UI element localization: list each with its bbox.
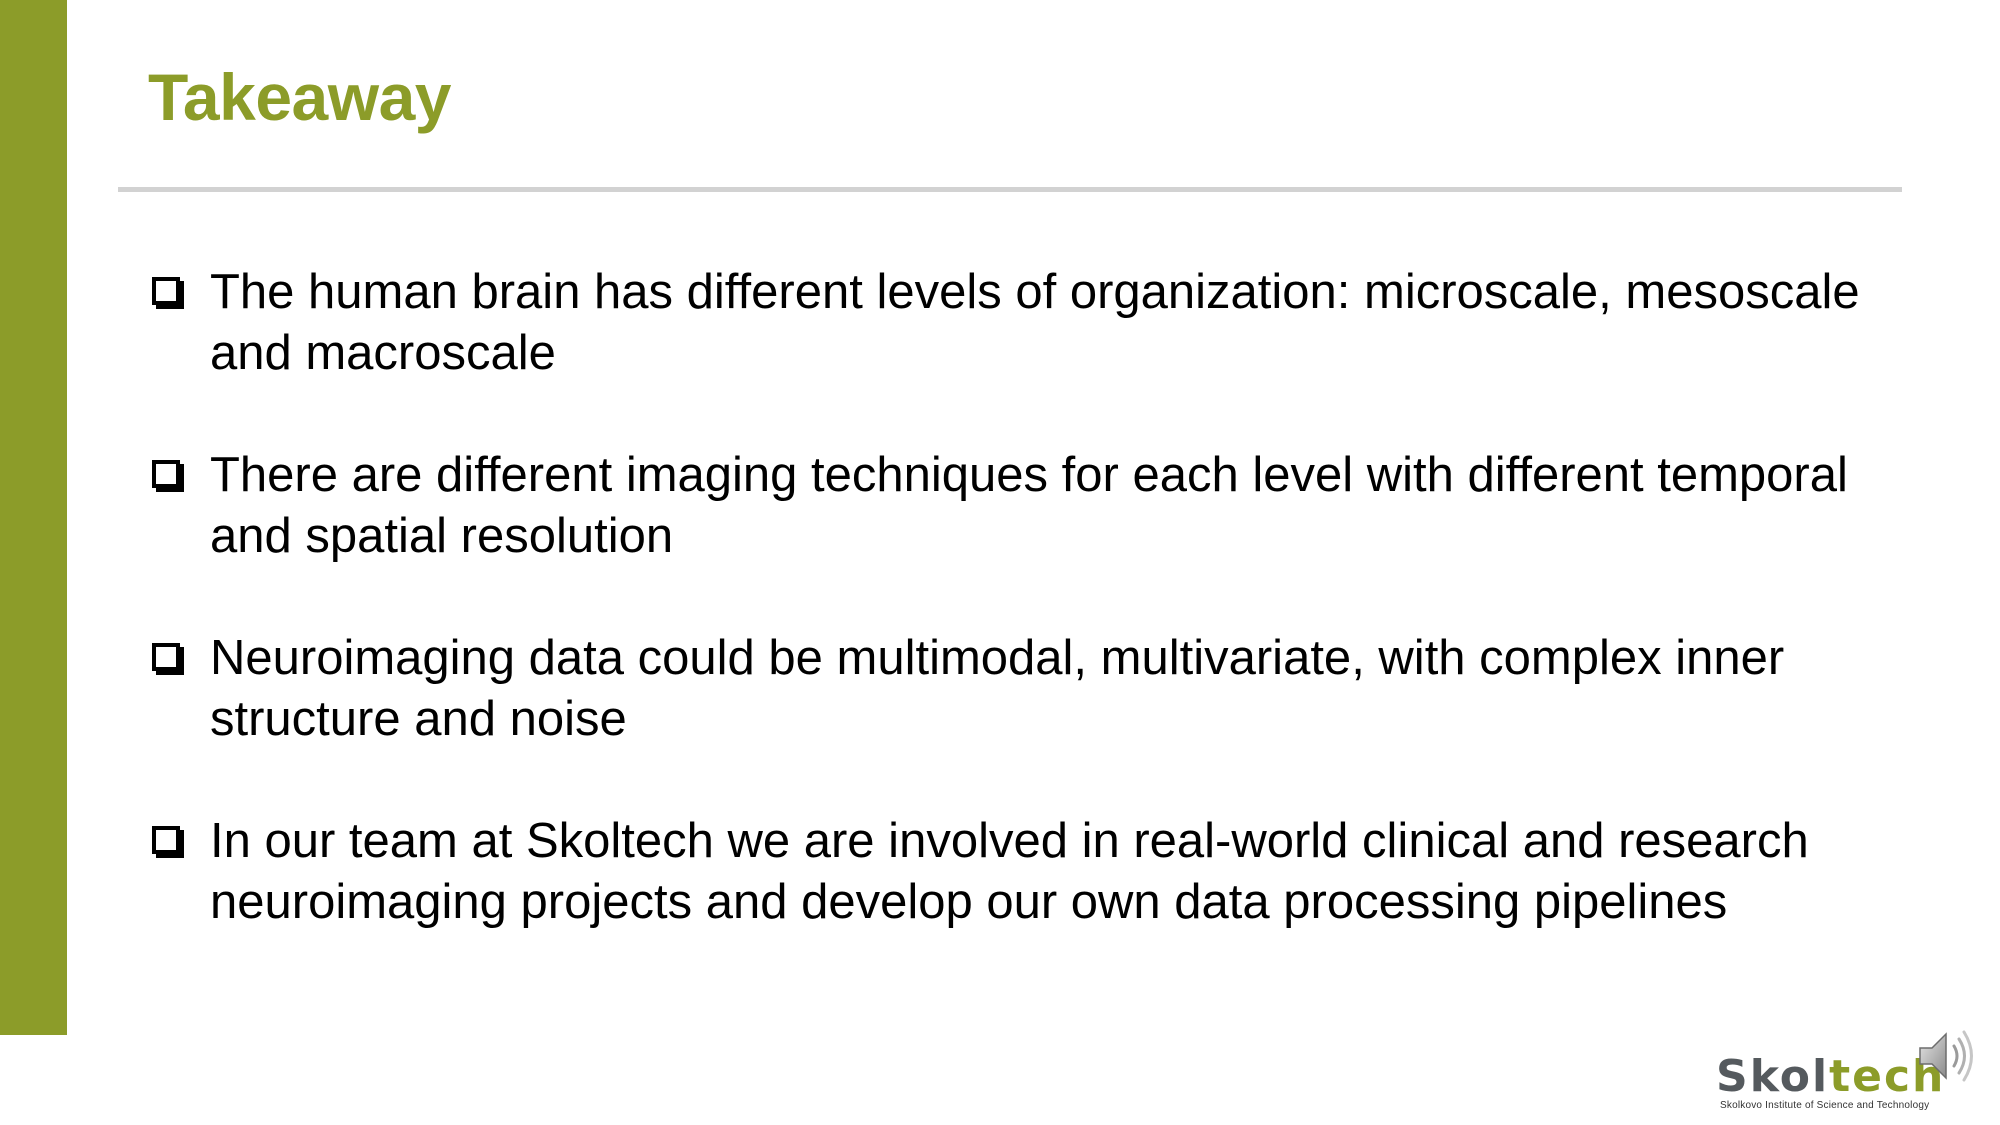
bullet-list: The human brain has different levels of … — [152, 262, 1872, 933]
accent-bar — [0, 0, 67, 1035]
bullet-item: The human brain has different levels of … — [152, 262, 1872, 384]
bullet-text: There are different imaging techniques f… — [210, 448, 1848, 563]
bullet-text: Neuroimaging data could be multimodal, m… — [210, 631, 1785, 746]
bullet-item: There are different imaging techniques f… — [152, 445, 1872, 567]
slide-title: Takeaway — [148, 60, 452, 134]
bullet-item: In our team at Skoltech we are involved … — [152, 811, 1872, 933]
checkbox-icon — [152, 826, 180, 854]
checkbox-icon — [152, 277, 180, 305]
checkbox-icon — [152, 643, 180, 671]
logo-wordmark: Skoltech — [1716, 1052, 1945, 1102]
checkbox-icon — [152, 460, 180, 488]
logo-word-part1: Skol — [1716, 1051, 1830, 1102]
bullet-item: Neuroimaging data could be multimodal, m… — [152, 628, 1872, 750]
title-divider — [118, 187, 1902, 192]
bullet-text: The human brain has different levels of … — [210, 265, 1860, 380]
bullet-text: In our team at Skoltech we are involved … — [210, 814, 1809, 929]
speaker-icon[interactable] — [1912, 1022, 1980, 1090]
logo-subtitle: Skolkovo Institute of Science and Techno… — [1720, 1100, 1930, 1111]
